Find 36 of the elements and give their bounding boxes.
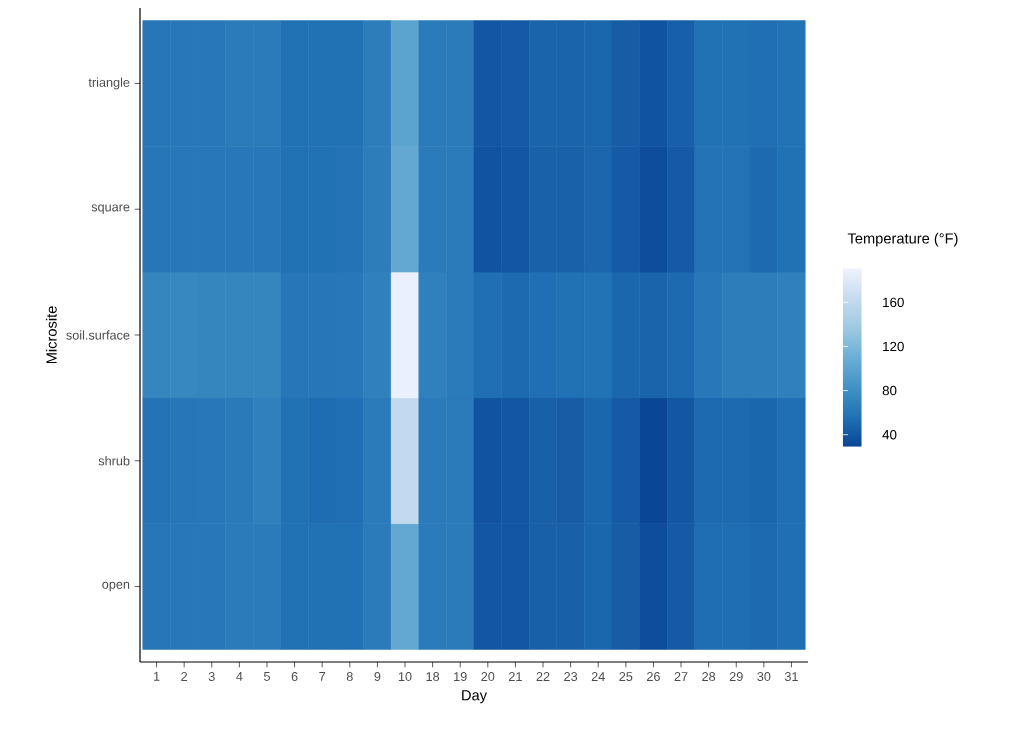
x-tick-label: 7	[319, 672, 326, 681]
color-bar-label: 120	[883, 341, 904, 352]
x-tick-label: 25	[619, 672, 633, 682]
x-tick-label: 26	[647, 672, 660, 682]
x-tick-label: 18	[426, 672, 440, 682]
y-tick-label: soil.surface	[66, 330, 130, 340]
x-tick-label: 9	[374, 672, 381, 682]
color-bar-label: 80	[882, 385, 897, 396]
x-tick-label: 31	[784, 672, 798, 682]
y-tick-label: shrub	[98, 456, 130, 466]
x-tick-label: 5	[263, 672, 270, 681]
x-tick-label: 3	[208, 672, 215, 682]
y-tick-label: open	[102, 581, 130, 592]
x-axis-title: Day	[462, 690, 488, 704]
x-tick-label: 2	[181, 672, 188, 681]
x-tick-label: 27	[674, 672, 688, 681]
x-tick-label: 8	[346, 672, 353, 682]
x-tick-label: 30	[757, 672, 771, 682]
x-tick-label: 24	[591, 672, 605, 681]
y-tick-label: square	[91, 204, 130, 214]
x-tick-label: 20	[481, 672, 495, 682]
x-tick-label: 22	[536, 672, 550, 681]
x-tick-label: 28	[702, 672, 716, 682]
x-tick-label: 29	[729, 672, 743, 682]
color-bar-label: 40	[882, 429, 897, 440]
color-bar-title: Temperature (°F)	[847, 232, 958, 247]
x-tick-label: 23	[564, 672, 578, 682]
x-tick-label: 19	[454, 672, 467, 682]
x-tick-label: 6	[291, 672, 298, 682]
y-tick-label: triangle	[88, 77, 130, 90]
x-tick-label: 1	[154, 672, 160, 681]
color-bar-label: 160	[883, 297, 904, 308]
x-tick-label: 21	[509, 672, 522, 681]
x-tick-label: 4	[236, 672, 243, 681]
x-tick-label: 10	[398, 672, 412, 682]
y-axis-title: Microsite	[45, 306, 57, 364]
